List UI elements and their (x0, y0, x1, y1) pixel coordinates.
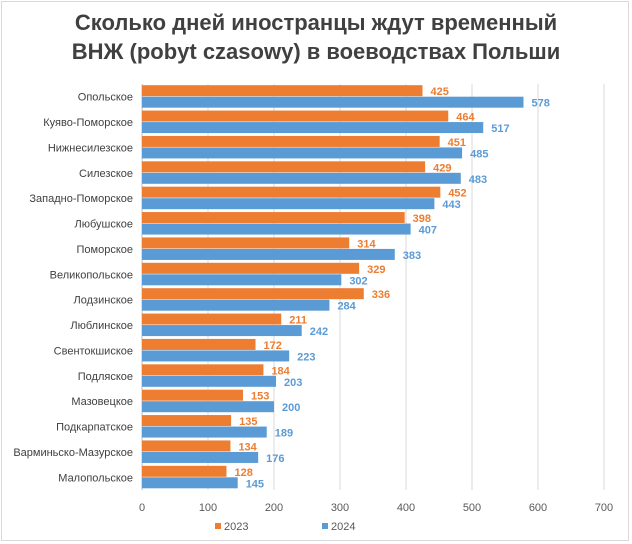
data-label-2023: 336 (372, 289, 390, 301)
data-label-2024: 176 (266, 453, 284, 465)
bar-2024 (142, 325, 302, 337)
data-label-2023: 452 (448, 188, 466, 200)
x-tick-label: 200 (265, 502, 283, 514)
data-label-2023: 211 (289, 315, 307, 327)
category-label: Свентокшиское (54, 345, 133, 357)
data-label-2023: 128 (234, 467, 252, 479)
bar-2023 (142, 364, 264, 376)
category-label: Варминьско-Мазурское (13, 447, 133, 459)
category-label: Мазовецкое (71, 396, 133, 408)
data-label-2024: 483 (469, 174, 487, 186)
bar-2023 (142, 212, 405, 224)
bar-2023 (142, 415, 232, 427)
bar-2024 (142, 477, 238, 489)
bar-2023 (142, 135, 440, 147)
bar-2023 (142, 161, 426, 173)
data-label-2023: 172 (264, 340, 282, 352)
category-label: Западно-Поморское (29, 193, 133, 205)
category-label: Подляское (78, 371, 133, 383)
data-label-2023: 329 (367, 264, 385, 276)
legend-swatch-2024 (322, 523, 328, 529)
bar-2024 (142, 248, 395, 260)
bar-2023 (142, 262, 360, 274)
data-label-2023: 134 (238, 441, 257, 453)
category-label: Малопольское (58, 472, 133, 484)
bar-2024 (142, 198, 435, 210)
bar-2024 (142, 172, 461, 184)
category-label: Поморское (77, 244, 134, 256)
x-tick-label: 700 (595, 502, 613, 514)
category-label: Силезское (79, 168, 133, 180)
bar-2024 (142, 223, 411, 235)
bar-2024 (142, 299, 330, 311)
data-label-2023: 135 (239, 416, 257, 428)
data-label-2024: 203 (284, 377, 302, 389)
legend-swatch-2023 (215, 523, 221, 529)
data-label-2024: 407 (419, 225, 437, 237)
chart-title: Сколько дней иностранцы ждут временный В… (0, 8, 632, 66)
bar-2024 (142, 147, 463, 159)
bar-2023 (142, 440, 231, 452)
bar-2023 (142, 465, 227, 477)
data-label-2024: 383 (403, 250, 421, 262)
bar-2023 (142, 389, 243, 401)
bar-2024 (142, 451, 259, 463)
bar-2023 (142, 313, 282, 325)
data-label-2024: 443 (442, 199, 460, 211)
bar-2023 (142, 338, 256, 350)
bar-2023 (142, 85, 423, 97)
data-label-2023: 153 (251, 391, 269, 403)
data-label-2024: 578 (531, 98, 549, 110)
data-label-2023: 425 (431, 86, 449, 98)
data-label-2024: 223 (297, 351, 315, 363)
x-tick-label: 400 (397, 502, 415, 514)
category-label: Куяво-Поморское (43, 117, 133, 129)
data-label-2024: 242 (310, 326, 328, 338)
data-label-2023: 429 (433, 162, 451, 174)
bar-2023 (142, 186, 441, 198)
bar-2024 (142, 274, 342, 286)
category-label: Подкарпатское (56, 422, 133, 434)
data-label-2023: 398 (413, 213, 431, 225)
data-label-2023: 451 (448, 137, 466, 149)
bar-2024 (142, 401, 274, 413)
data-label-2023: 184 (271, 365, 290, 377)
legend-label-2024: 2024 (331, 521, 355, 533)
bar-2024 (142, 350, 290, 362)
title-line-1: Сколько дней иностранцы ждут временный (74, 10, 558, 35)
category-label: Великопольское (50, 269, 133, 281)
data-label-2024: 302 (349, 275, 367, 287)
x-tick-label: 0 (139, 502, 145, 514)
bar-2023 (142, 110, 449, 122)
data-label-2024: 189 (275, 428, 293, 440)
x-tick-label: 100 (199, 502, 217, 514)
bar-2024 (142, 375, 276, 387)
data-label-2024: 200 (282, 402, 300, 414)
data-label-2024: 485 (470, 148, 488, 160)
bar-2024 (142, 96, 524, 108)
data-label-2024: 284 (337, 301, 356, 313)
bar-2024 (142, 122, 484, 134)
x-tick-label: 500 (463, 502, 481, 514)
category-label: Нижнесилезское (48, 142, 133, 154)
data-label-2024: 145 (246, 478, 264, 490)
x-tick-label: 300 (331, 502, 349, 514)
data-label-2023: 464 (456, 112, 475, 124)
category-label: Люблинское (70, 320, 133, 332)
bar-2023 (142, 237, 350, 249)
title-line-2: ВНЖ (pobyt czasowy) в воеводствах Польши (71, 39, 561, 64)
x-tick-label: 600 (529, 502, 547, 514)
category-label: Лодзинское (74, 295, 133, 307)
data-label-2024: 517 (491, 123, 509, 135)
category-label: Любушское (74, 219, 133, 231)
bar-2023 (142, 288, 364, 300)
data-label-2023: 314 (357, 238, 376, 250)
category-label: Опольское (78, 92, 133, 104)
bar-2024 (142, 426, 267, 438)
legend-label-2023: 2023 (224, 521, 248, 533)
